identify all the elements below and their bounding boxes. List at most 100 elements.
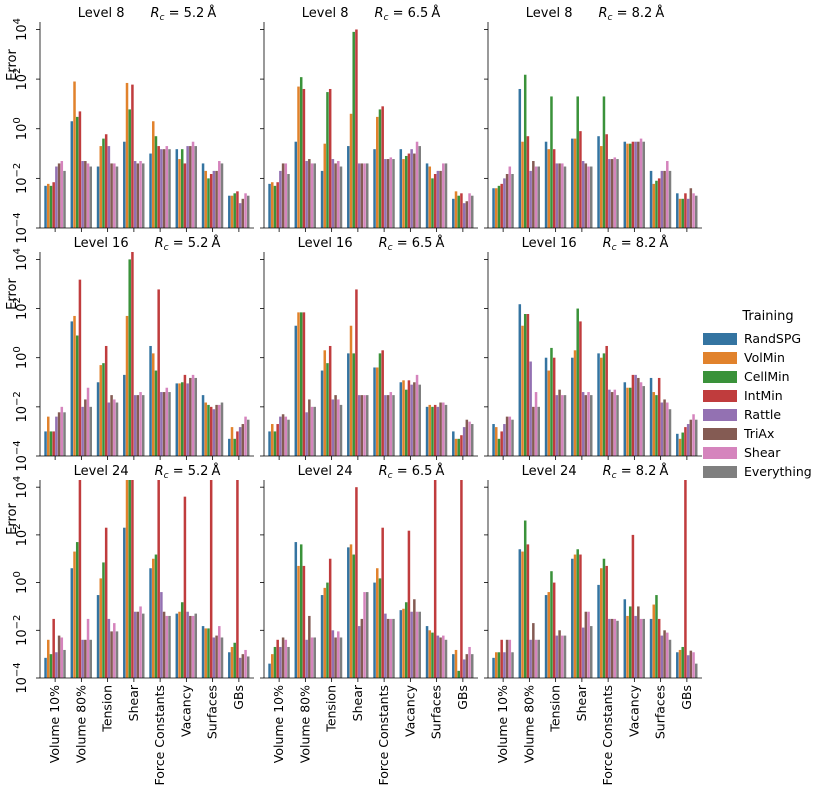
bar-surfaces-cellmin (655, 180, 658, 228)
bar-vacancy-everything (418, 611, 421, 678)
bar-vacancy-everything (194, 613, 197, 678)
panel-rc-unit: Å (211, 235, 220, 251)
x-tick-label: GBs (455, 685, 470, 710)
bar-vacancy-triax (413, 599, 416, 678)
bar-gbs-triax (241, 654, 245, 678)
bar-volume-10--randspg (268, 663, 271, 678)
legend-label: VolMin (744, 350, 785, 365)
legend-label: RandSPG (744, 331, 802, 346)
bar-surfaces-cellmin (431, 406, 434, 456)
bar-volume-10--intmin (500, 639, 503, 678)
bar-gbs-everything (246, 656, 250, 678)
x-tick-label: Volume 80% (73, 685, 88, 763)
bar-tension-triax (334, 395, 337, 456)
legend-item-volmin: VolMin (703, 348, 827, 367)
bar-volume-80--triax (532, 161, 535, 228)
panel-rc-eq: = (393, 236, 412, 251)
bar-shear-triax (360, 618, 364, 678)
legend-item-rattle: Rattle (703, 405, 827, 424)
bar-volume-10--cellmin (273, 431, 277, 456)
bar-shear-intmin (131, 84, 134, 228)
bar-tension-shear (113, 399, 116, 456)
bar-volume-10--volmin (271, 654, 274, 678)
bar-volume-10--cellmin (497, 652, 501, 678)
bar-vacancy-cellmin (404, 602, 408, 678)
bar-volume-10--shear (508, 416, 512, 456)
bar-tension-rattle (331, 399, 335, 456)
y-tick-label: 10−4 (12, 662, 30, 693)
bar-vacancy-shear (639, 382, 643, 456)
bar-gbs-randspg (228, 438, 231, 456)
bar-tension-randspg (544, 357, 548, 456)
bar-gbs-intmin (460, 193, 463, 228)
bar-shear-rattle (581, 627, 585, 678)
bar-shear-shear (363, 163, 366, 228)
bar-volume-80--randspg (70, 121, 74, 228)
bar-tension-triax (110, 163, 113, 228)
bar-volume-10--cellmin (49, 654, 53, 678)
bar-force-constants-cellmin (602, 353, 606, 456)
bar-force-constants-shear (165, 387, 169, 456)
bar-volume-80--everything (313, 406, 316, 456)
bar-volume-10--everything (63, 170, 66, 228)
bar-volume-10--everything (287, 419, 290, 456)
bar-gbs-everything (470, 195, 474, 228)
bar-tension-shear (113, 623, 116, 678)
bar-force-constants-intmin (605, 565, 608, 678)
bar-surfaces-rattle (212, 409, 216, 456)
bar-tension-shear (113, 163, 116, 228)
bar-volume-80--rattle (305, 412, 308, 456)
bar-force-constants-rattle (608, 159, 611, 228)
bar-tension-everything (339, 166, 343, 228)
bar-surfaces-shear (442, 402, 445, 456)
bar-tension-randspg (96, 166, 100, 228)
bar-surfaces-rattle (436, 406, 440, 456)
bar-vacancy-volmin (626, 615, 629, 678)
bar-force-constants-triax (610, 159, 614, 228)
bar-force-constants-shear (613, 389, 617, 456)
bar-volume-10--everything (511, 174, 514, 228)
bar-shear-randspg (123, 141, 126, 228)
panel-level-label: Level 16 (298, 236, 353, 251)
panel-level-label: Level 8 (302, 6, 349, 21)
x-tick-label: Volume 80% (521, 685, 536, 763)
bar-shear-shear (139, 392, 142, 456)
bar-vacancy-shear (191, 374, 195, 456)
bar-shear-triax (136, 395, 140, 456)
bar-volume-80--volmin (73, 315, 76, 456)
bar-gbs-shear (692, 652, 695, 678)
bar-gbs-everything (694, 195, 698, 228)
bar-tension-randspg (320, 170, 324, 228)
bar-shear-randspg (123, 527, 126, 678)
bar-tension-cellmin (102, 363, 105, 456)
bar-shear-cellmin (352, 554, 355, 678)
bar-force-constants-shear (389, 157, 393, 228)
bar-shear-triax (136, 611, 140, 678)
bar-surfaces-intmin (657, 377, 661, 456)
x-tick-label: Volume 80% (297, 685, 312, 763)
bar-tension-triax (558, 163, 561, 228)
bar-shear-cellmin (576, 549, 579, 678)
bar-gbs-volmin (678, 649, 682, 678)
x-tick-label: Tension (548, 685, 563, 733)
bar-surfaces-rattle (660, 402, 664, 456)
bar-volume-80--everything (537, 406, 540, 456)
bar-force-constants-everything (616, 395, 619, 456)
bar-volume-10--rattle (279, 416, 282, 456)
bar-force-constants-everything (616, 620, 619, 678)
bar-gbs-shear (468, 646, 471, 678)
bar-shear-randspg (347, 547, 350, 678)
bar-vacancy-randspg (175, 383, 179, 456)
bar-volume-80--randspg (518, 88, 522, 228)
bar-gbs-randspg (452, 431, 455, 456)
panel-rc-symbol: R (603, 464, 612, 479)
bar-shear-cellmin (128, 480, 131, 678)
bar-volume-80--volmin (297, 565, 300, 678)
bar-volume-10--intmin (52, 182, 55, 228)
bar-volume-80--triax (84, 161, 87, 228)
bar-vacancy-shear (191, 141, 195, 228)
bar-tension-randspg (320, 595, 324, 678)
bar-volume-10--triax (505, 639, 509, 678)
bar-tension-everything (563, 395, 567, 456)
bar-surfaces-everything (668, 409, 672, 456)
